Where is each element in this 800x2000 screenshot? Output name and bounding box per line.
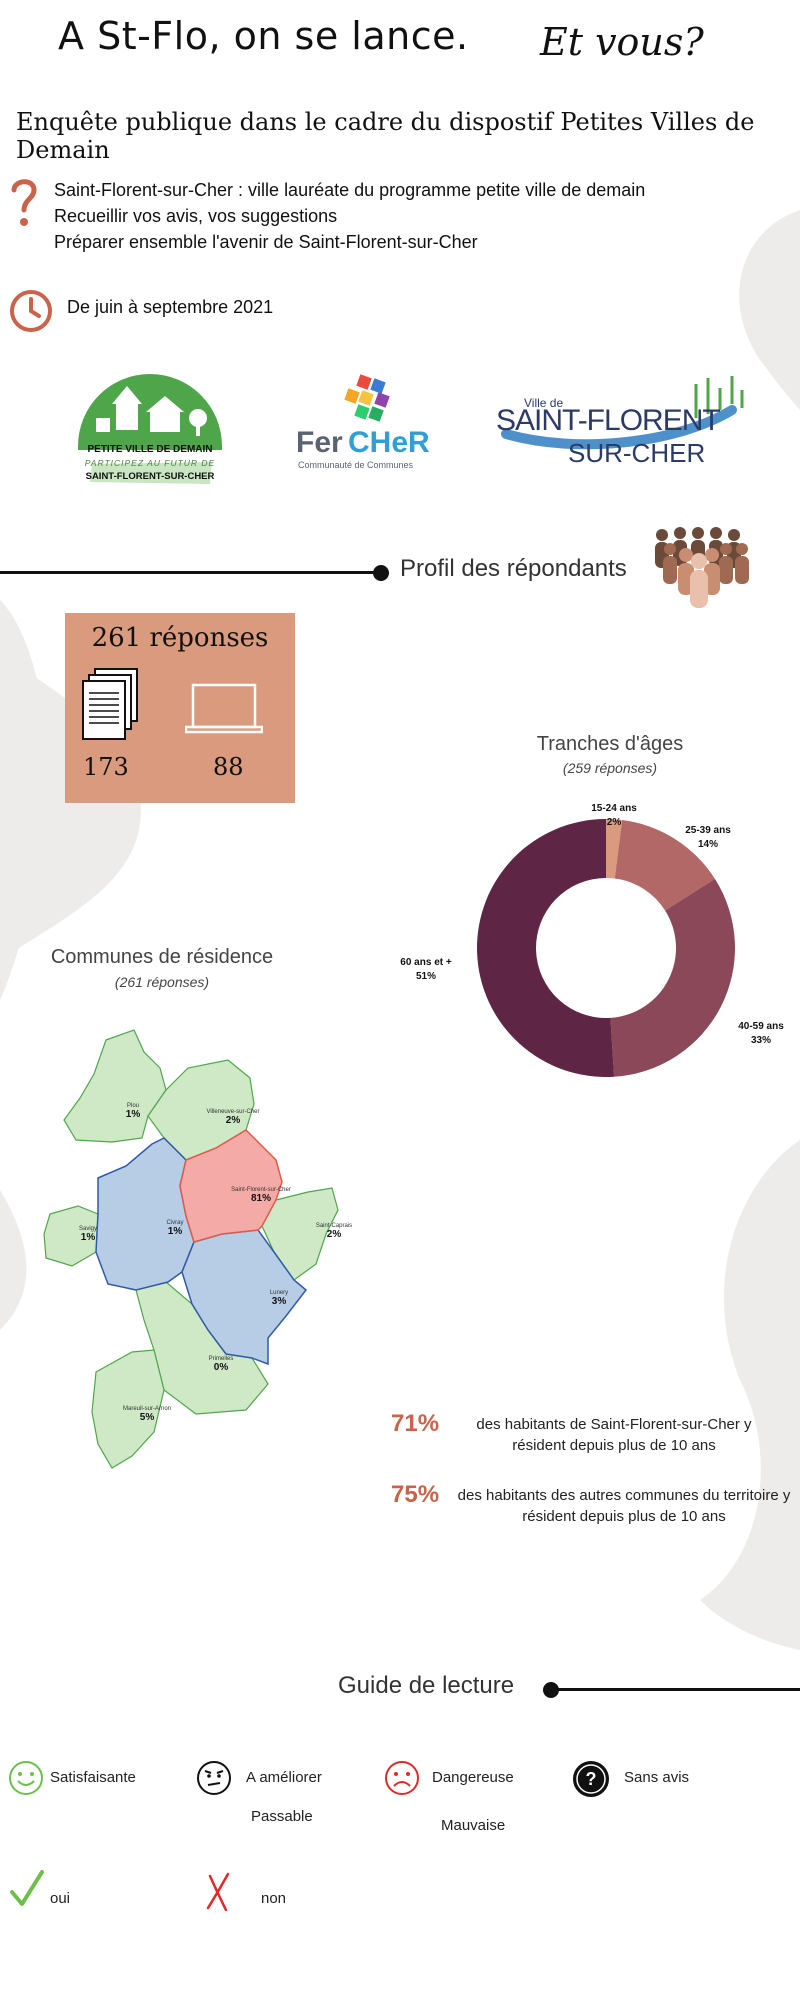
- donut-label-60-plus: 60 ans et +51%: [400, 957, 452, 982]
- clock-icon: [8, 288, 54, 334]
- smile-icon: [8, 1760, 44, 1796]
- paper-responses-count: 173: [83, 753, 129, 781]
- residence-subtitle: (261 réponses): [114, 974, 210, 990]
- logo-ville-saint-florent: Ville de SAINT-FLORENT SUR-CHER: [496, 374, 750, 474]
- communes-map: [43, 1029, 339, 1469]
- logo-petite-ville-de-demain: PETITE VILLE DE DEMAIN PARTICIPEZ AU FUT…: [72, 368, 228, 488]
- section-title-guide: Guide de lecture: [338, 1672, 515, 1699]
- map-region-savigy: [43, 1205, 99, 1267]
- frown-icon: [384, 1760, 420, 1796]
- section-divider-guide: [550, 1688, 800, 1691]
- check-icon: [10, 1870, 44, 1908]
- city-logo-prefix: Ville de: [524, 396, 564, 410]
- age-chart-subtitle: (259 réponses): [562, 760, 658, 776]
- city-logo-line2: SUR-CHER: [568, 438, 706, 468]
- intro-line-2: Recueillir vos avis, vos suggestions: [54, 206, 338, 226]
- guide-label-passable: Passable: [251, 1808, 313, 1825]
- section-title-profil: Profil des répondants: [400, 555, 627, 582]
- donut-label-15-24: 15-24 ans 2%: [591, 803, 637, 828]
- guide-label-sans-avis: Sans avis: [624, 1769, 690, 1786]
- donut-label-40-59: 40-59 ans 33%: [738, 1021, 784, 1046]
- page-title: A St-Flo, on se lance.: [58, 14, 469, 58]
- guide-label-mauvaise: Mauvaise: [441, 1817, 506, 1834]
- laptop-icon: [184, 683, 264, 735]
- page-subtitle: Enquête publique dans le cadre du dispos…: [16, 108, 755, 164]
- map-label-plou: Plou 1%: [125, 1103, 141, 1120]
- map-region-saint-caprais: [261, 1187, 339, 1281]
- guide-label-satisfaisante: Satisfaisante: [50, 1769, 136, 1786]
- map-label-savigy: Savigy 1%: [78, 1226, 97, 1243]
- map-label-saint-caprais: Saint-Caprais 2%: [315, 1223, 353, 1240]
- section-dot-profil: [373, 565, 389, 581]
- skeptical-face-icon: [196, 1760, 232, 1796]
- map-label-lunery: Lunery 3%: [269, 1290, 289, 1307]
- responses-box: 261 réponses 173 88: [65, 613, 295, 803]
- paper-stack-icon: [79, 667, 141, 743]
- pvd-logo-line2: PARTICIPEZ AU FUTUR DE: [84, 458, 216, 468]
- intro-line-3: Préparer ensemble l'avenir de Saint-Flor…: [54, 232, 478, 252]
- map-region-civray: [95, 1137, 195, 1291]
- pvd-logo-line1: PETITE VILLE DE DEMAIN: [87, 444, 213, 455]
- page-title-italic: Et vous?: [540, 20, 704, 64]
- stat-text-saint-florent: des habitants de Saint-Florent-sur-Cher …: [476, 1416, 752, 1454]
- map-label-villeneuve: Villeneuve-sur-Cher 2%: [206, 1109, 260, 1126]
- stat-pct-other-communes: 75%: [391, 1481, 440, 1508]
- responses-total: 261 réponses: [91, 623, 269, 653]
- fercher-name-a: Fer: [296, 426, 343, 459]
- guide-label-a-ameliorer: A améliorer: [246, 1769, 322, 1786]
- map-label-mareuil: Mareuil-sur-Arnon 5%: [122, 1406, 171, 1423]
- map-region-saint-florent: [179, 1129, 283, 1243]
- svg-text:?: ?: [586, 1769, 597, 1789]
- map-label-primelles: Primelles 0%: [208, 1356, 234, 1373]
- map-label-civray: Civray 1%: [166, 1220, 184, 1237]
- question-circle-icon: ?: [572, 1760, 610, 1798]
- stat-text-other-communes: des habitants des autres communes du ter…: [457, 1487, 791, 1525]
- map-region-mareuil: [91, 1349, 165, 1469]
- question-mark-icon: [8, 176, 40, 232]
- guide-label-non: non: [261, 1890, 287, 1907]
- section-divider-profil: [0, 571, 380, 574]
- city-logo-line1: SAINT-FLORENT: [496, 404, 721, 437]
- fercher-name-b: CHeR: [348, 426, 430, 459]
- online-responses-count: 88: [213, 753, 244, 781]
- map-region-plou: [63, 1029, 167, 1143]
- stat-pct-saint-florent: 71%: [391, 1410, 440, 1437]
- guide-label-oui: oui: [50, 1890, 71, 1907]
- logo-fercher: Fer CHeR Communauté de Communes: [296, 372, 432, 472]
- fercher-tagline: Communauté de Communes: [298, 460, 414, 470]
- age-chart-title: Tranches d'âges: [536, 733, 684, 755]
- guide-label-dangereuse: Dangereuse: [432, 1769, 514, 1786]
- pvd-logo-line3: SAINT-FLORENT-SUR-CHER: [85, 471, 215, 482]
- cross-icon: [204, 1872, 232, 1912]
- intro-line-1: Saint-Florent-sur-Cher : ville lauréate …: [54, 180, 646, 200]
- people-group-icon: [650, 525, 752, 611]
- donut-label-25-39: 25-39 ans 14%: [685, 825, 731, 850]
- map-label-saint-florent: Saint-Florent-sur-Cher 81%: [231, 1187, 291, 1204]
- survey-dates: De juin à septembre 2021: [67, 297, 274, 317]
- residence-title: Communes de résidence: [50, 946, 274, 968]
